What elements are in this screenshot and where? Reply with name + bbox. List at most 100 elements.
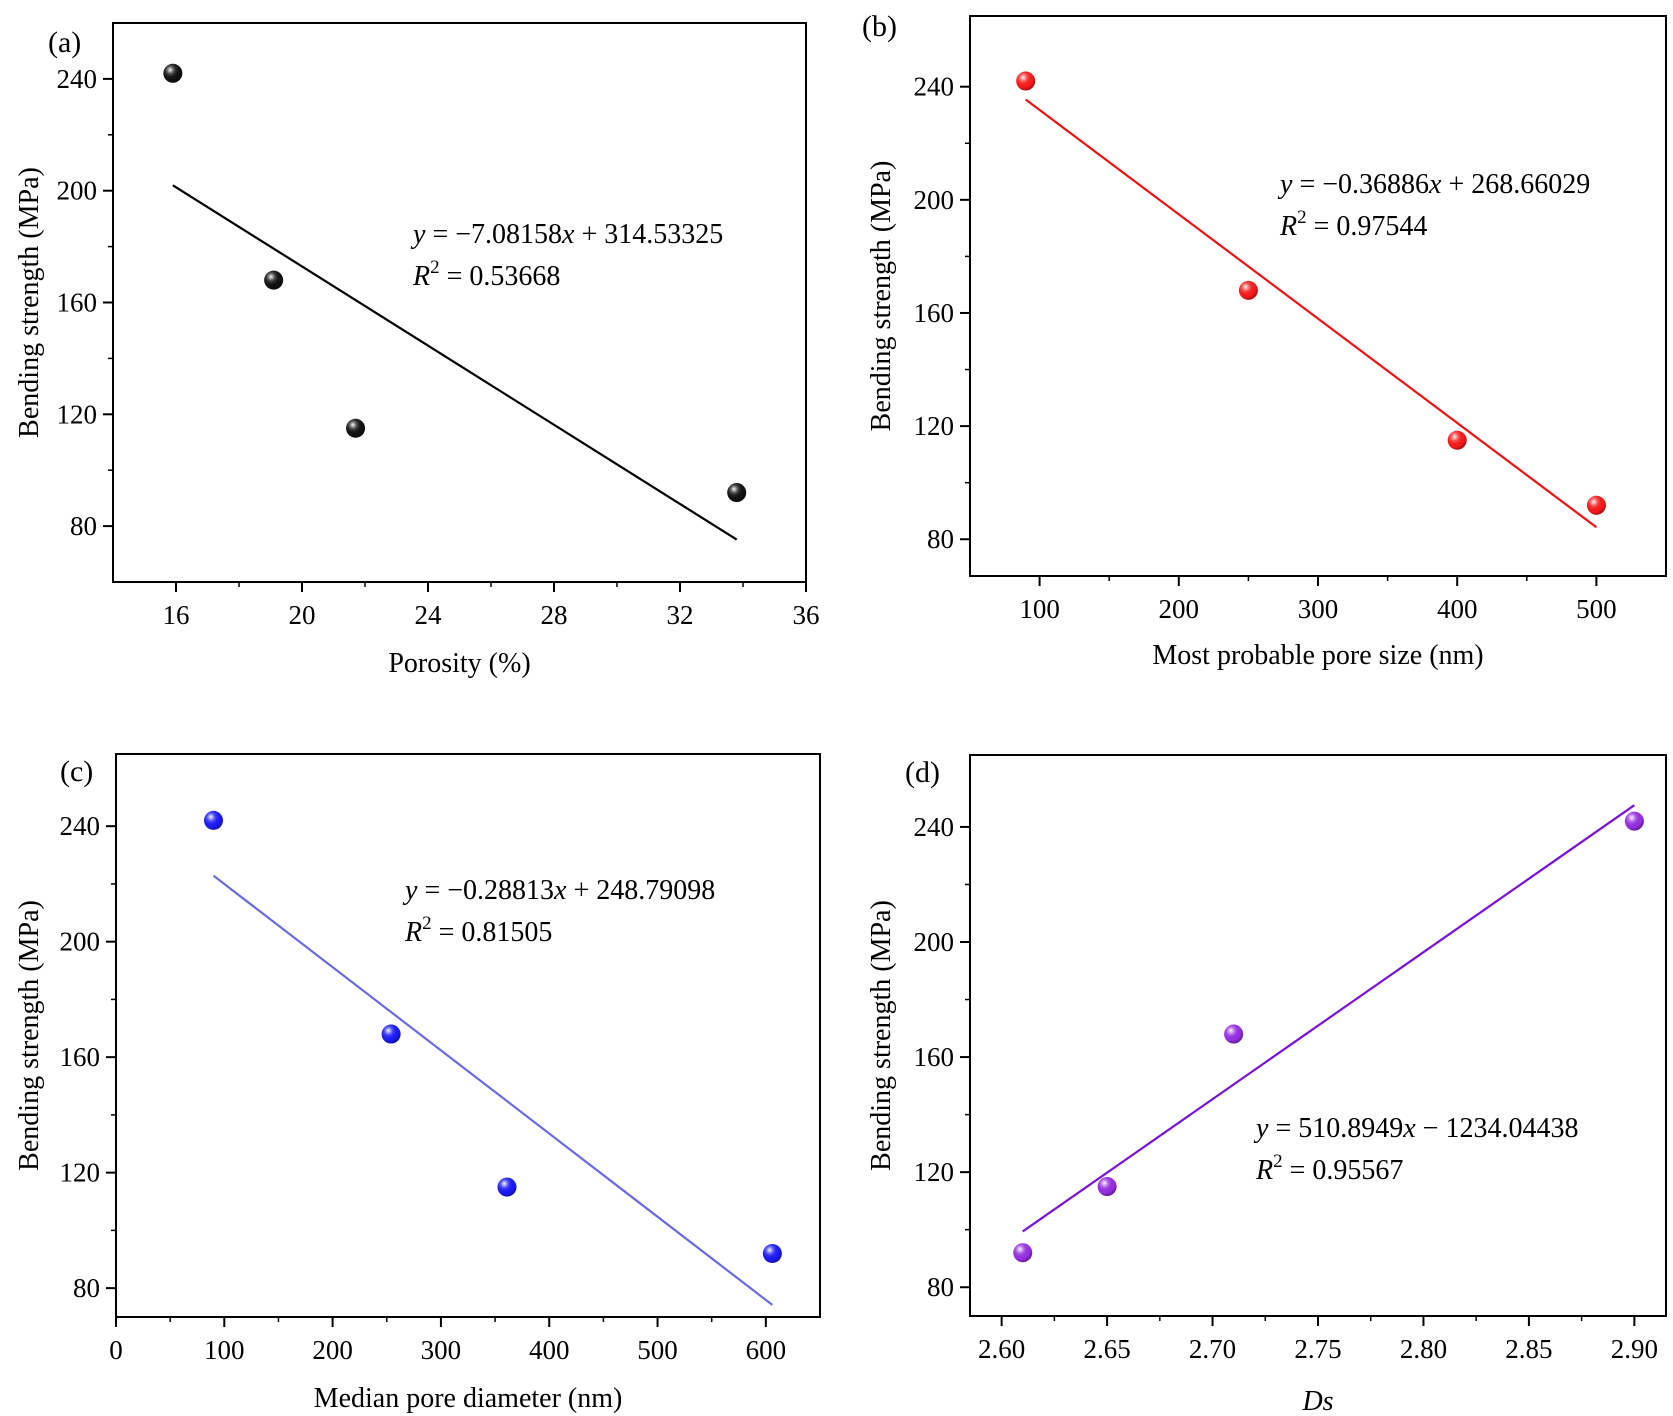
panel-c: 0 100 200 300 400 500 600 80 120 160 200 240 Median … <box>14 753 821 1414</box>
data-point-highlight <box>727 483 747 503</box>
eq-x-symbol: x <box>1402 1113 1416 1144</box>
x-axis-title: Median pore diameter (nm) <box>314 1383 623 1414</box>
eq-slope: = −7.08158 <box>425 219 562 250</box>
eq-intercept: + 248.79098 <box>566 875 715 906</box>
y-axis-title: Bending strength (MPa) <box>866 161 897 432</box>
x-tick-label: 600 <box>746 1335 787 1365</box>
r-superscript: 2 <box>1273 1151 1283 1172</box>
x-tick-label: 2.65 <box>1083 1334 1130 1364</box>
x-tick-label: 2.60 <box>978 1334 1025 1364</box>
x-tick-label: 16 <box>163 600 190 630</box>
x-tick-label: 400 <box>1437 594 1478 624</box>
eq-y-symbol: y <box>410 219 426 250</box>
y-tick-label: 120 <box>914 1157 955 1187</box>
y-tick-label: 80 <box>927 524 954 554</box>
eq-y-symbol: y <box>1253 1113 1269 1144</box>
y-tick-label: 200 <box>914 185 955 215</box>
panel-label: (c) <box>60 755 93 788</box>
eq-slope: = 510.8949 <box>1268 1113 1403 1144</box>
y-tick-label: 240 <box>60 811 101 841</box>
data-point-highlight <box>1624 811 1644 831</box>
r-squared: R2 = 0.95567 <box>1255 1151 1403 1186</box>
y-axis-title: Bending strength (MPa) <box>866 900 897 1171</box>
eq-x-symbol: x <box>1428 169 1442 200</box>
r-superscript: 2 <box>430 257 440 278</box>
panel-label: (d) <box>905 756 940 789</box>
data-point-highlight <box>1238 280 1258 300</box>
panel-a: 16 20 24 28 32 36 80 120 160 200 240 Porosity (%) Be… <box>14 22 820 679</box>
data-point-highlight <box>346 418 366 438</box>
data-point-highlight <box>1016 71 1036 91</box>
r-squared-value: = 0.81505 <box>432 917 553 948</box>
r-symbol: R <box>412 261 430 292</box>
fit-line <box>1022 804 1635 1233</box>
r-superscript: 2 <box>1297 207 1307 228</box>
eq-slope: = −0.36886 <box>1292 169 1429 200</box>
x-tick-label: 32 <box>667 600 694 630</box>
fit-equation: y = −0.36886x + 268.66029 <box>1277 169 1590 200</box>
data-point-highlight <box>381 1024 401 1044</box>
y-tick-label: 120 <box>914 411 955 441</box>
data-point-highlight <box>1013 1243 1033 1263</box>
panel-label: (b) <box>862 10 897 43</box>
y-tick-label: 160 <box>914 298 955 328</box>
eq-x-symbol: x <box>553 875 567 906</box>
x-axis-title: Ds <box>1301 1386 1333 1416</box>
x-tick-label: 100 <box>1019 594 1060 624</box>
fit-line <box>172 184 738 541</box>
x-axis-title: Most probable pore size (nm) <box>1152 640 1483 671</box>
panel-b: 100 200 300 400 500 80 120 160 200 240 Most probab… <box>862 10 1667 671</box>
data-point-highlight <box>163 63 183 83</box>
data-point-highlight <box>762 1243 782 1263</box>
x-tick-label: 2.85 <box>1505 1334 1552 1364</box>
x-tick-label: 500 <box>637 1335 678 1365</box>
r-symbol: R <box>1279 211 1297 242</box>
r-symbol: R <box>1255 1155 1273 1186</box>
fit-equation: y = 510.8949x − 1234.04438 <box>1253 1113 1578 1144</box>
r-symbol: R <box>404 917 422 948</box>
fit-equation: y = −0.28813x + 248.79098 <box>402 875 715 906</box>
data-point-highlight <box>264 270 284 290</box>
panel-d: 2.60 2.65 2.70 2.75 2.80 2.85 2.90 80 120 160 200 2… <box>866 754 1667 1416</box>
fit-line <box>212 874 774 1306</box>
y-tick-label: 80 <box>927 1272 954 1302</box>
eq-slope: = −0.28813 <box>417 875 554 906</box>
plot-frame <box>969 754 1667 1317</box>
y-axis-title: Bending strength (MPa) <box>14 167 45 438</box>
fit-equation: y = −7.08158x + 314.53325 <box>410 219 723 250</box>
y-tick-label: 200 <box>60 927 101 957</box>
r-superscript: 2 <box>422 913 432 934</box>
y-axis-title: Bending strength (MPa) <box>14 900 45 1171</box>
r-squared: R2 = 0.81505 <box>404 913 552 948</box>
plot-frame <box>969 15 1667 577</box>
y-tick-label: 200 <box>57 176 98 206</box>
x-tick-label: 200 <box>312 1335 353 1365</box>
panel-label: (a) <box>48 26 81 59</box>
eq-intercept: + 268.66029 <box>1441 169 1590 200</box>
x-tick-label: 2.90 <box>1611 1334 1658 1364</box>
y-tick-label: 120 <box>60 1158 101 1188</box>
y-tick-label: 80 <box>73 1273 100 1303</box>
y-tick-label: 160 <box>914 1042 955 1072</box>
eq-y-symbol: y <box>1277 169 1293 200</box>
x-tick-label: 500 <box>1576 594 1617 624</box>
data-point-highlight <box>1224 1024 1244 1044</box>
r-squared-value: = 0.53668 <box>440 261 561 292</box>
y-tick-label: 160 <box>57 288 98 318</box>
x-tick-label: 300 <box>421 1335 462 1365</box>
data-point-highlight <box>1097 1177 1117 1197</box>
r-squared-value: = 0.95567 <box>1283 1155 1404 1186</box>
eq-x-symbol: x <box>561 219 575 250</box>
x-tick-label: 100 <box>204 1335 245 1365</box>
x-tick-label: 0 <box>109 1335 123 1365</box>
y-tick-label: 240 <box>914 812 955 842</box>
y-tick-label: 200 <box>914 927 955 957</box>
fit-line <box>1025 98 1598 529</box>
x-tick-label: 2.75 <box>1294 1334 1341 1364</box>
x-tick-label: 2.70 <box>1189 1334 1236 1364</box>
plot-frame <box>115 753 821 1318</box>
r-squared: R2 = 0.97544 <box>1279 207 1427 242</box>
x-tick-label: 300 <box>1298 594 1339 624</box>
x-tick-label: 20 <box>289 600 316 630</box>
